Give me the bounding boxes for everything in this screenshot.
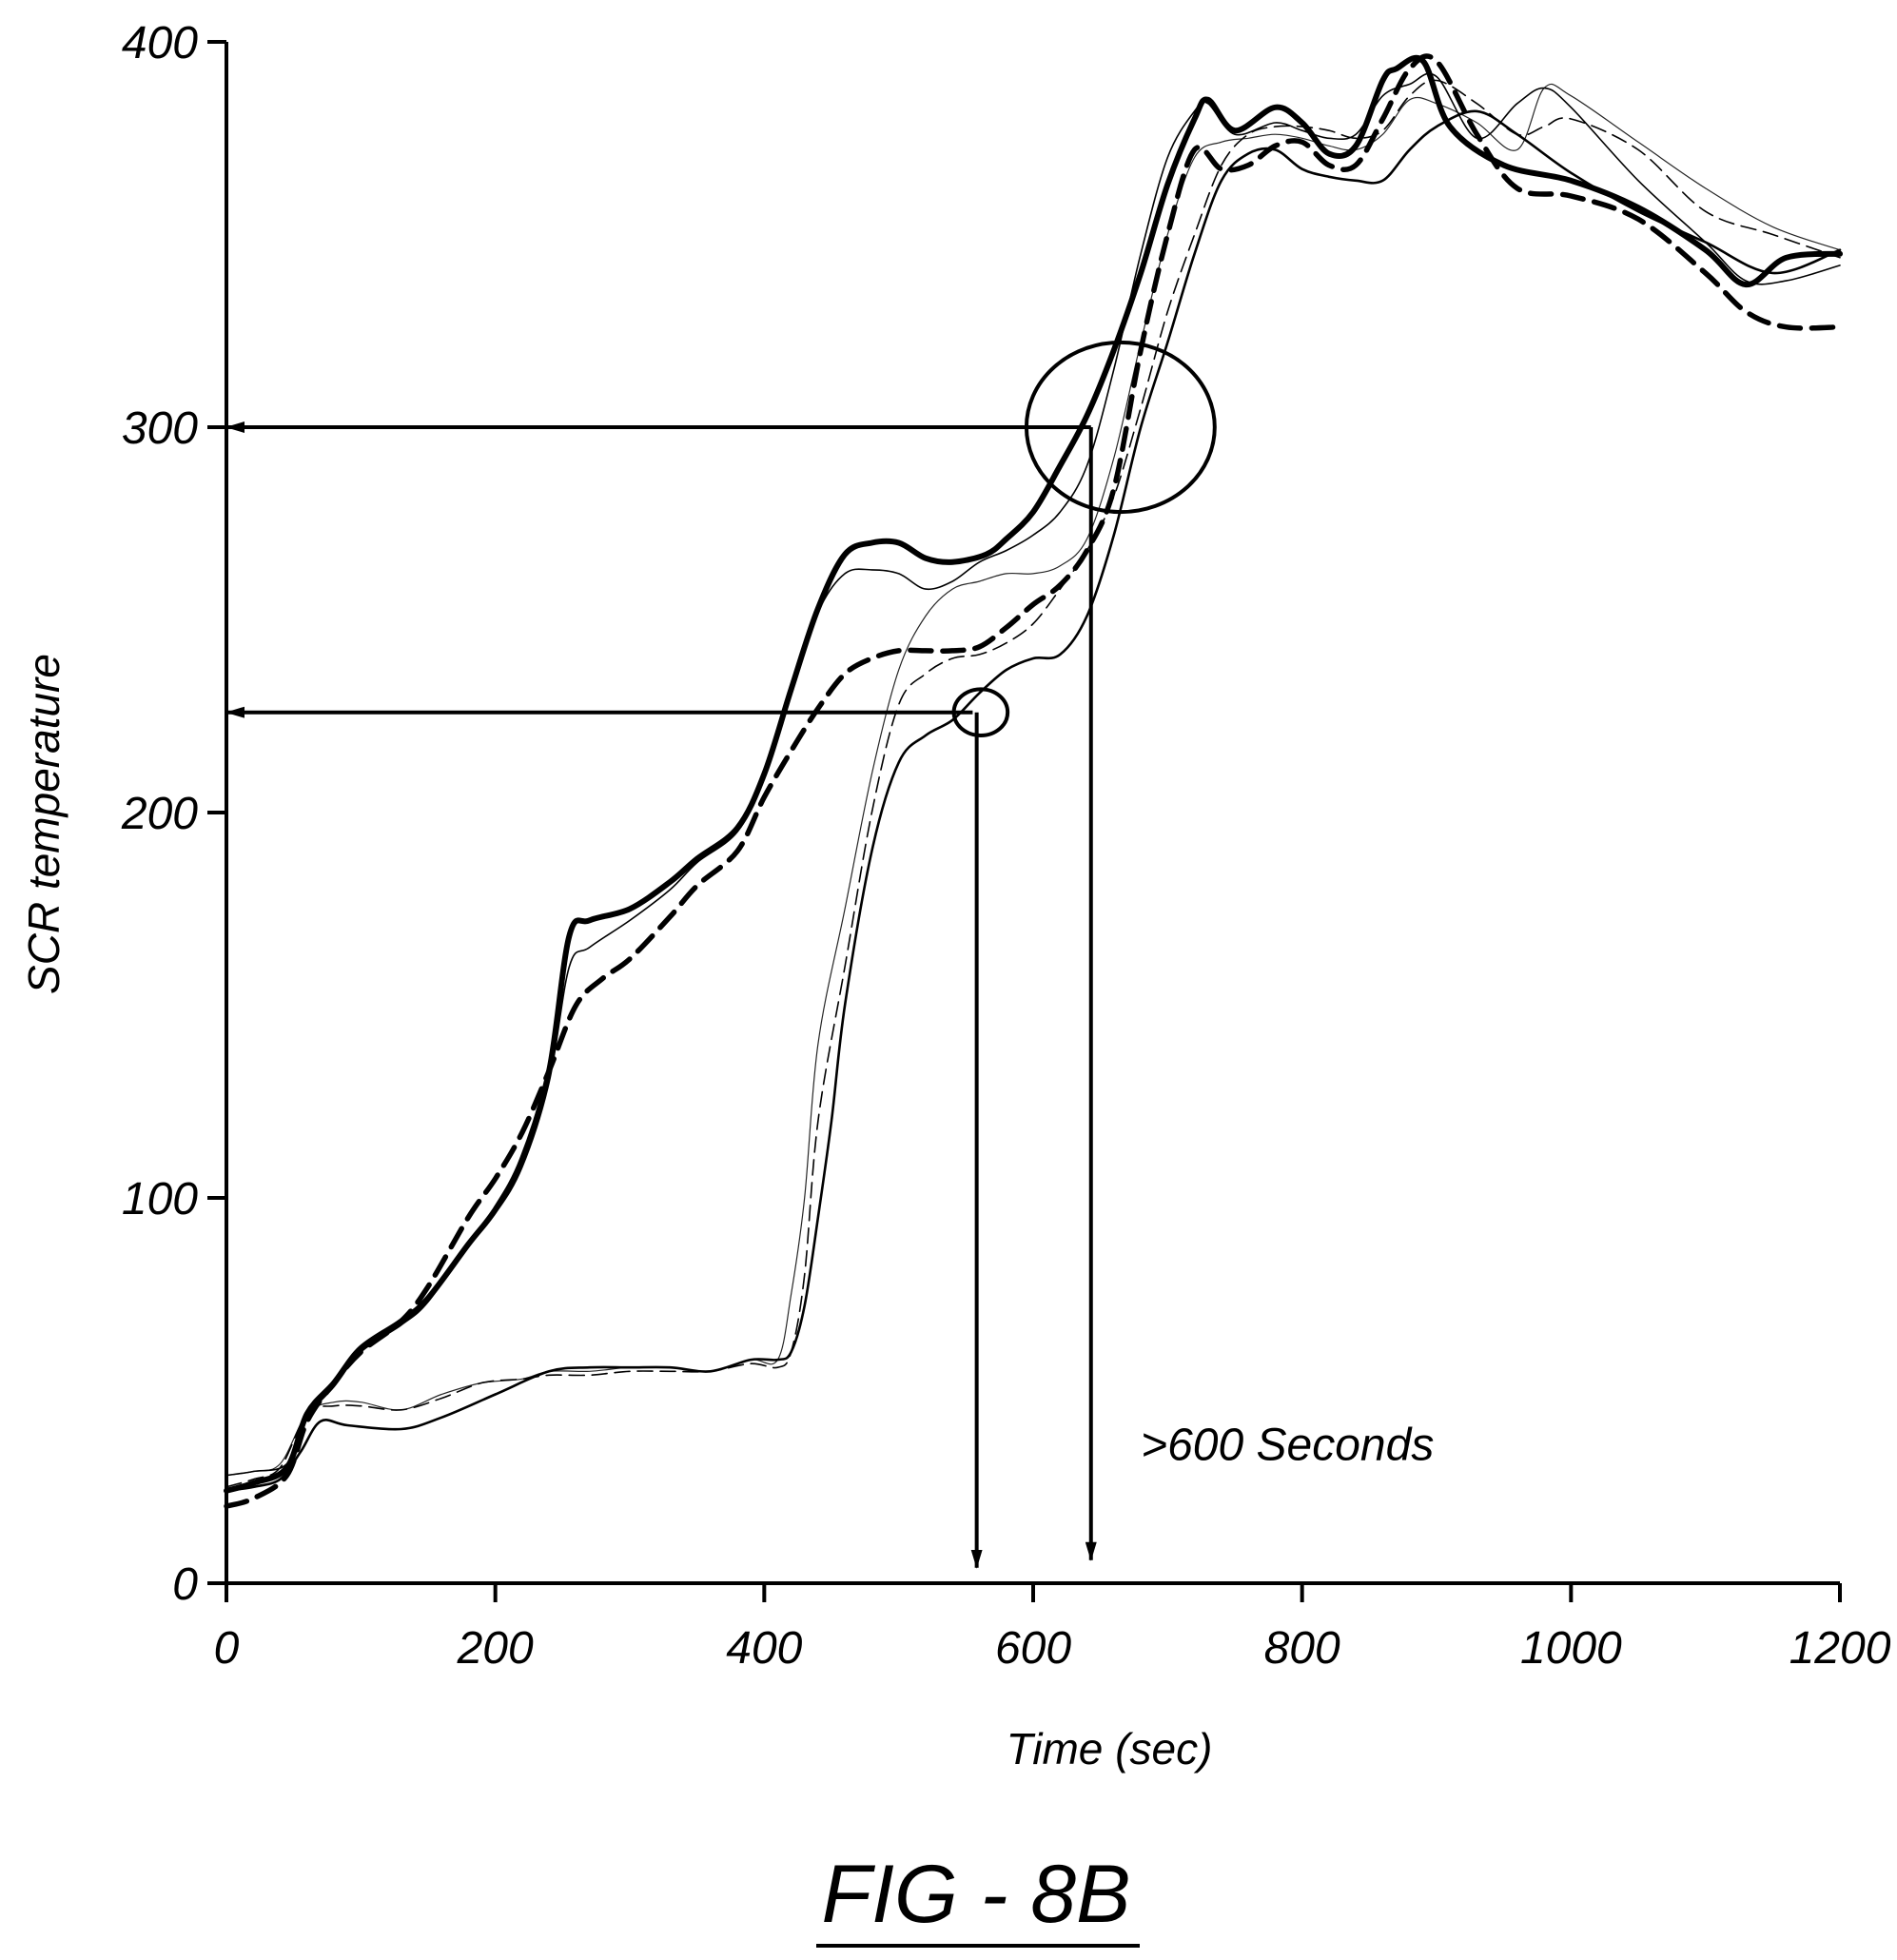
series-line-medium-solid	[225, 109, 1842, 1493]
x-tick-label: 400	[726, 1623, 802, 1674]
reference-arrows	[225, 421, 1097, 1569]
x-ticks: 0 200 400 600 800 1000 1200	[214, 1583, 1891, 1674]
series-line-thin-solid	[225, 72, 1841, 1477]
series-line-thin-solid-light	[225, 83, 1841, 1477]
y-tick-label: 400	[122, 18, 198, 69]
highlight-circle-2	[951, 687, 1010, 738]
x-tick-label: 200	[457, 1623, 534, 1674]
series-line-thick-dashed	[224, 53, 1843, 1509]
x-axis-label: Time (sec)	[1007, 1724, 1213, 1774]
highlight-circle-1	[1024, 340, 1217, 515]
y-tick-label: 300	[122, 403, 198, 454]
y-ticks: 0 100 200 300 400	[121, 18, 226, 1610]
x-tick-label: 600	[995, 1623, 1071, 1674]
series-line-thin-dashed	[225, 79, 1841, 1488]
y-tick-label: 0	[172, 1559, 198, 1610]
x-tick-label: 800	[1264, 1623, 1340, 1674]
axes	[225, 42, 1840, 1585]
y-tick-label: 100	[122, 1174, 198, 1225]
highlight-circles	[951, 340, 1217, 738]
y-axis-label: SCR temperature	[19, 654, 68, 994]
figure-caption: FIG - 8B	[822, 1849, 1131, 1940]
x-tick-label: 1200	[1789, 1623, 1891, 1674]
x-tick-label: 0	[214, 1623, 240, 1674]
series-line-thick-solid	[224, 54, 1843, 1494]
annotation-600-seconds: >600 Seconds	[1141, 1420, 1434, 1470]
x-tick-label: 1000	[1520, 1623, 1622, 1674]
series-lines	[224, 53, 1843, 1509]
y-tick-label: 200	[121, 789, 198, 839]
